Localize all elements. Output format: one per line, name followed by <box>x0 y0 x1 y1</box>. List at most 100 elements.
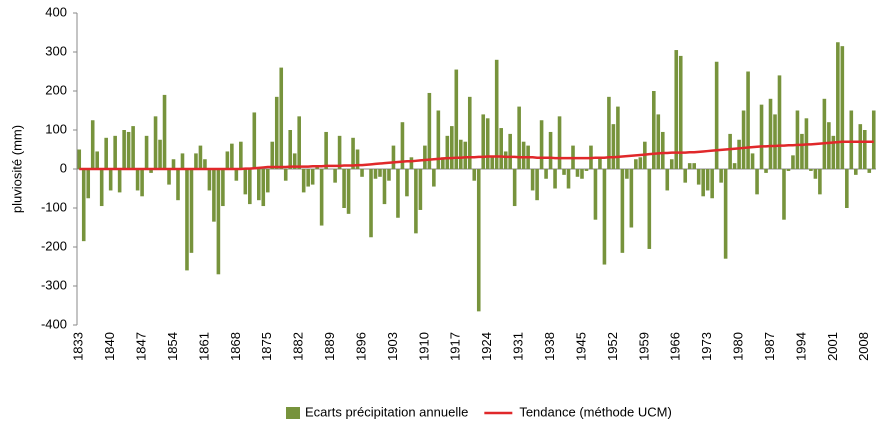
bar <box>77 149 82 169</box>
bar <box>678 55 683 169</box>
bar <box>405 169 409 197</box>
bar <box>265 169 270 193</box>
x-tick-label: 1980 <box>731 332 746 361</box>
bar <box>494 59 499 169</box>
x-tick-label: 1931 <box>511 332 526 361</box>
bar <box>342 169 346 208</box>
bar <box>414 169 418 234</box>
bar <box>225 151 230 169</box>
bar <box>310 169 315 185</box>
x-tick-label: 1896 <box>353 332 368 361</box>
bar <box>176 169 180 201</box>
bar <box>288 130 293 169</box>
bar <box>387 169 391 181</box>
bar <box>369 169 373 238</box>
bar <box>467 96 472 169</box>
bar <box>818 169 822 195</box>
bar <box>728 133 732 169</box>
x-tick-label: 1994 <box>793 332 808 361</box>
bar <box>378 169 382 177</box>
bar <box>355 149 360 169</box>
bar <box>737 139 741 169</box>
bar <box>230 143 234 169</box>
bar <box>463 141 468 169</box>
bar <box>481 114 486 169</box>
bar <box>167 169 171 185</box>
bar <box>90 120 95 169</box>
bar <box>871 110 876 169</box>
bar <box>858 124 863 169</box>
bar <box>607 96 611 169</box>
bar <box>862 130 867 169</box>
x-tick-label: 1840 <box>102 332 117 361</box>
x-tick-label: 1903 <box>385 332 400 361</box>
bar <box>755 169 759 195</box>
bar <box>149 169 153 173</box>
bar <box>598 157 602 169</box>
bar <box>458 139 463 169</box>
bar <box>95 151 99 169</box>
bar <box>840 46 845 169</box>
bar <box>669 159 674 169</box>
y-tick-label: 0 <box>60 160 67 175</box>
bar <box>750 153 755 169</box>
bar <box>391 145 396 169</box>
bar <box>445 135 450 169</box>
bar <box>782 169 786 220</box>
bar <box>131 126 135 169</box>
bar <box>620 169 625 253</box>
bar <box>454 69 459 169</box>
bar <box>629 169 634 228</box>
legend-label: Tendance (méthode UCM) <box>519 404 671 419</box>
y-tick-label: 200 <box>45 82 67 97</box>
bar <box>553 169 557 189</box>
bar <box>432 169 436 187</box>
bar <box>297 116 301 169</box>
bar <box>441 157 445 169</box>
y-tick-label: -200 <box>41 238 67 253</box>
bar <box>436 110 441 169</box>
x-tick-label: 1889 <box>322 332 337 361</box>
bar <box>831 135 836 169</box>
bar <box>212 169 216 222</box>
bar <box>638 157 643 169</box>
bar <box>301 169 306 193</box>
bar <box>777 75 782 169</box>
bar <box>773 114 777 169</box>
bar <box>279 67 284 169</box>
bar <box>562 169 566 175</box>
bar <box>261 169 266 207</box>
bar <box>198 145 203 169</box>
bar <box>692 163 697 169</box>
bar <box>292 153 297 169</box>
bar <box>535 169 539 201</box>
bar <box>634 159 638 169</box>
bar <box>800 133 804 169</box>
legend-swatch <box>286 407 300 419</box>
bar <box>580 169 584 179</box>
bar <box>234 169 239 181</box>
trend-line <box>79 140 874 171</box>
x-tick-label: 1833 <box>71 332 86 361</box>
x-tick-label: 2008 <box>856 332 871 361</box>
bar <box>324 131 328 169</box>
bar <box>764 169 768 173</box>
bar <box>256 169 261 201</box>
bar <box>687 163 692 169</box>
y-tick-label: 400 <box>45 4 67 19</box>
bar <box>575 169 580 177</box>
bar <box>283 169 288 181</box>
bar <box>346 169 351 214</box>
bar <box>809 169 813 171</box>
bar <box>270 141 275 169</box>
bar <box>239 141 243 169</box>
bar <box>108 169 113 191</box>
bar <box>827 122 831 169</box>
bar <box>117 169 122 193</box>
bar <box>566 169 571 189</box>
bar <box>660 131 665 169</box>
bar <box>611 124 616 169</box>
x-tick-label: 1924 <box>479 332 494 361</box>
bar <box>360 169 364 177</box>
